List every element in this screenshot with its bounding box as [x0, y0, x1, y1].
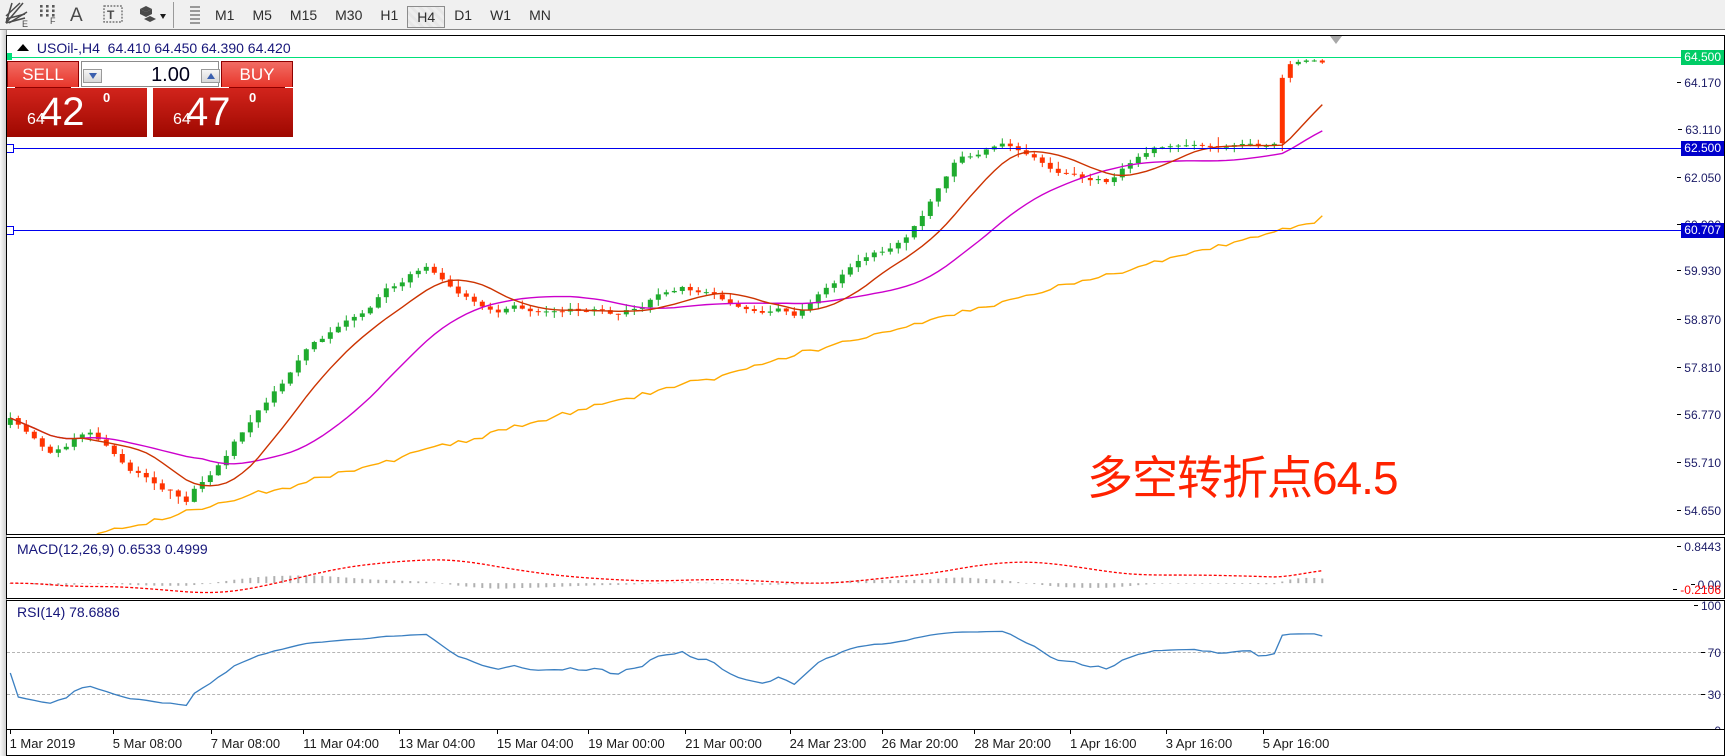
svg-text:F: F — [50, 16, 56, 25]
svg-text:A: A — [70, 5, 83, 26]
svg-text:E: E — [22, 19, 28, 28]
svg-text:T: T — [107, 8, 115, 22]
